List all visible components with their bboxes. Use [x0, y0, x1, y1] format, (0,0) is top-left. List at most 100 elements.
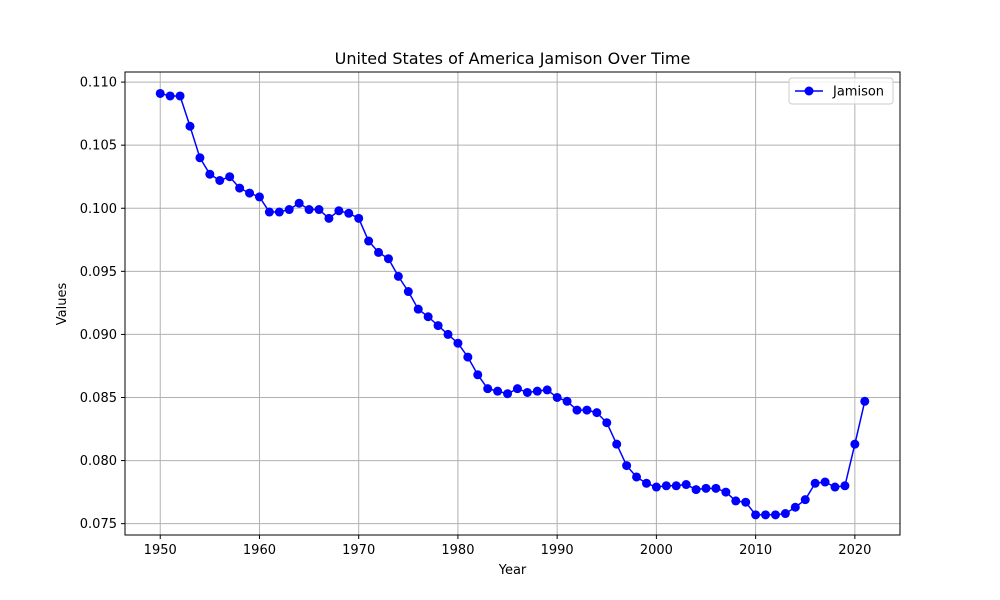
- data-point: [860, 396, 870, 406]
- data-point: [433, 321, 443, 331]
- data-point: [393, 271, 403, 281]
- data-point: [284, 205, 294, 215]
- y-tick-label: 0.090: [80, 328, 117, 343]
- data-point: [800, 495, 810, 505]
- data-point: [830, 482, 840, 492]
- data-point: [274, 207, 284, 217]
- data-point: [850, 439, 860, 449]
- data-point: [245, 188, 255, 198]
- data-point: [562, 396, 572, 406]
- legend-marker-swatch: [804, 86, 814, 96]
- data-point: [721, 487, 731, 497]
- data-point: [314, 205, 324, 215]
- x-tick-label: 2010: [739, 543, 772, 558]
- data-point: [324, 213, 334, 223]
- data-point: [790, 502, 800, 512]
- data-point: [453, 338, 463, 348]
- data-point: [264, 207, 274, 217]
- data-point: [155, 88, 165, 98]
- y-tick-label: 0.080: [80, 454, 117, 469]
- y-tick-label: 0.110: [80, 76, 117, 91]
- data-point: [364, 236, 374, 246]
- x-tick-label: 1990: [541, 543, 574, 558]
- data-point: [632, 472, 642, 482]
- data-point: [334, 206, 344, 216]
- data-point: [711, 483, 721, 493]
- data-point: [622, 461, 632, 471]
- data-point: [691, 485, 701, 495]
- data-point: [641, 478, 651, 488]
- data-point: [294, 198, 304, 208]
- data-point: [443, 329, 453, 339]
- data-point: [344, 208, 354, 218]
- data-point: [661, 481, 671, 491]
- legend: Jamison: [788, 77, 894, 105]
- data-point: [582, 405, 592, 415]
- series-layer: [155, 88, 870, 520]
- data-point: [254, 192, 264, 202]
- data-point: [522, 387, 532, 397]
- data-point: [770, 510, 780, 520]
- data-point: [195, 153, 205, 163]
- data-point: [165, 91, 175, 101]
- data-point: [374, 247, 384, 257]
- data-point: [612, 439, 622, 449]
- data-point: [493, 386, 503, 396]
- data-point: [602, 418, 612, 428]
- data-point: [780, 509, 790, 519]
- y-tick-label: 0.100: [80, 202, 117, 217]
- x-tick-label: 1950: [144, 543, 177, 558]
- data-point: [383, 254, 393, 264]
- data-point: [463, 352, 473, 362]
- data-point: [304, 205, 314, 215]
- data-point: [503, 389, 513, 399]
- data-point: [681, 480, 691, 490]
- data-point: [185, 121, 195, 131]
- legend-label: Jamison: [832, 85, 884, 100]
- y-axis-ticks: 0.075 0.080 0.085 0.090 0.095 0.100 0.105 0.110: [80, 76, 125, 532]
- y-tick-label: 0.075: [80, 517, 117, 532]
- data-point: [215, 175, 225, 185]
- x-tick-label: 2000: [640, 543, 673, 558]
- data-point: [354, 213, 364, 223]
- y-tick-label: 0.095: [80, 265, 117, 280]
- x-axis-ticks: 1950 1960 1970 1980 1990 2000 2010 2020: [144, 535, 871, 558]
- data-point: [741, 497, 751, 507]
- data-point: [671, 481, 681, 491]
- x-tick-label: 1970: [342, 543, 375, 558]
- data-point: [701, 483, 711, 493]
- data-point: [820, 477, 830, 487]
- data-point: [175, 91, 185, 101]
- chart-title: United States of America Jamison Over Ti…: [335, 49, 691, 68]
- data-point: [810, 478, 820, 488]
- data-point: [840, 481, 850, 491]
- data-point: [731, 496, 741, 506]
- data-point: [572, 405, 582, 415]
- data-point: [532, 386, 542, 396]
- x-tick-label: 1960: [243, 543, 276, 558]
- data-point: [413, 304, 423, 314]
- data-point: [751, 510, 761, 520]
- data-point: [552, 392, 562, 402]
- y-axis-label: Values: [55, 283, 70, 326]
- data-point: [651, 482, 661, 492]
- plot-frame: [124, 71, 901, 536]
- data-point: [761, 510, 771, 520]
- data-point: [483, 384, 493, 394]
- data-point: [512, 384, 522, 394]
- legend-box: [788, 77, 894, 105]
- data-point: [235, 183, 245, 193]
- x-tick-label: 1980: [441, 543, 474, 558]
- y-tick-label: 0.105: [80, 139, 117, 154]
- x-tick-label: 2020: [838, 543, 871, 558]
- data-point: [225, 172, 235, 182]
- data-point: [205, 169, 215, 179]
- data-point: [403, 287, 413, 297]
- grid: [125, 72, 900, 535]
- data-point: [592, 408, 602, 418]
- data-point: [542, 385, 552, 395]
- data-point: [473, 370, 483, 380]
- data-point: [423, 312, 433, 322]
